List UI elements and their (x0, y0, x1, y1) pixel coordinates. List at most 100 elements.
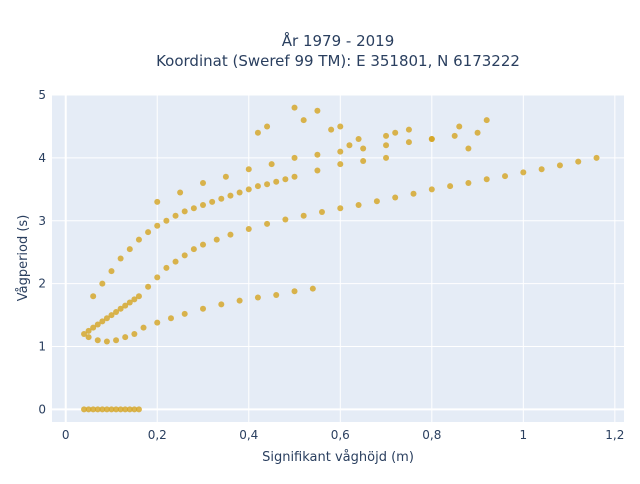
data-point (373, 198, 380, 205)
data-point (103, 406, 110, 413)
data-point (314, 151, 321, 158)
data-point (383, 142, 390, 149)
y-tick-label: 5 (38, 88, 46, 102)
y-tick-label: 0 (38, 402, 46, 416)
data-point (94, 406, 101, 413)
data-points (81, 104, 600, 413)
data-point (154, 274, 161, 281)
data-point (222, 173, 229, 180)
chart-title-line-1: År 1979 - 2019 (282, 31, 395, 50)
data-point (154, 319, 161, 326)
data-point (163, 217, 170, 224)
data-point (117, 406, 124, 413)
data-point (140, 324, 147, 331)
data-point (451, 132, 458, 139)
data-point (273, 291, 280, 298)
data-point (556, 162, 563, 169)
data-point (135, 236, 142, 243)
data-point (254, 294, 261, 301)
data-point (122, 302, 129, 309)
data-point (268, 161, 275, 168)
data-point (465, 180, 472, 187)
data-point (520, 169, 527, 176)
data-point (318, 208, 325, 215)
data-point (200, 241, 207, 248)
data-point (483, 117, 490, 124)
data-point (392, 129, 399, 136)
data-point (465, 145, 472, 152)
data-point (483, 176, 490, 183)
data-point (135, 406, 142, 413)
data-point (410, 190, 417, 197)
data-point (456, 123, 463, 130)
data-point (209, 198, 216, 205)
data-point (99, 406, 106, 413)
data-point (254, 183, 261, 190)
data-point (254, 129, 261, 136)
x-tick-label: 0,4 (239, 428, 258, 442)
data-point (314, 107, 321, 114)
data-point (99, 318, 106, 325)
data-point (474, 129, 481, 136)
data-point (177, 189, 184, 196)
data-point (218, 195, 225, 202)
data-point (126, 246, 133, 253)
data-point (200, 305, 207, 312)
data-point (200, 180, 207, 187)
data-point (200, 202, 207, 209)
data-point (145, 229, 152, 236)
data-point (300, 117, 307, 124)
data-point (122, 334, 129, 341)
data-point (337, 205, 344, 212)
data-point (291, 104, 298, 111)
y-tick-label: 2 (38, 277, 46, 291)
data-point (190, 205, 197, 212)
data-point (502, 173, 509, 180)
x-tick-label: 0,8 (422, 428, 441, 442)
data-point (264, 220, 271, 227)
data-point (113, 406, 120, 413)
data-point (213, 236, 220, 243)
data-point (245, 225, 252, 232)
data-point (90, 406, 97, 413)
data-point (167, 315, 174, 322)
data-point (337, 123, 344, 130)
data-point (355, 136, 362, 143)
data-point (81, 406, 88, 413)
data-point (131, 296, 138, 303)
data-point (264, 181, 271, 188)
data-point (108, 312, 115, 319)
data-point (113, 337, 120, 344)
data-point (291, 154, 298, 161)
data-point (122, 406, 129, 413)
x-tick-labels: 0 0,2 0,4 0,6 0,8 1 1,2 (62, 428, 624, 442)
data-point (181, 252, 188, 259)
data-point (236, 189, 243, 196)
data-point (447, 183, 454, 190)
y-tick-label: 1 (38, 340, 46, 354)
data-point (131, 406, 138, 413)
data-point (145, 283, 152, 290)
data-point (282, 216, 289, 223)
data-point (383, 154, 390, 161)
zero-line (52, 95, 624, 422)
data-point (309, 285, 316, 292)
data-point (355, 202, 362, 209)
data-point (346, 142, 353, 149)
data-point (108, 268, 115, 275)
x-axis-title: Signifikant våghöjd (m) (262, 450, 414, 465)
data-point (264, 123, 271, 130)
data-point (227, 231, 234, 238)
x-tick-label: 0 (62, 428, 70, 442)
data-point (181, 208, 188, 215)
x-tick-label: 1 (520, 428, 528, 442)
data-point (360, 158, 367, 165)
data-point (126, 299, 133, 306)
data-point (94, 321, 101, 328)
data-point (245, 166, 252, 173)
data-point (113, 308, 120, 315)
data-point (172, 212, 179, 219)
plot-area (52, 95, 624, 422)
